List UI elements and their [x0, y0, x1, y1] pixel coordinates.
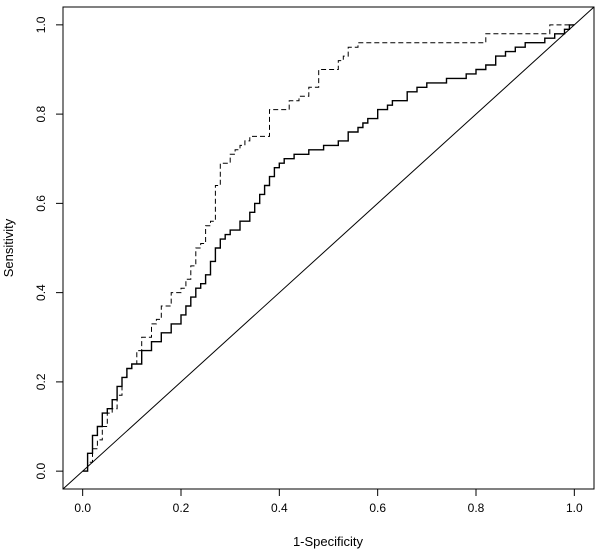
x-tick-label: 0.2 — [173, 501, 190, 515]
x-tick-label: 0.6 — [369, 501, 386, 515]
y-tick-label: 0.8 — [34, 105, 48, 122]
series-layer — [62, 6, 595, 490]
x-tick-label: 1.0 — [566, 501, 583, 515]
x-tick-label: 0.8 — [468, 501, 485, 515]
y-axis: 0.0 0.2 0.4 0.6 0.8 1.0 — [34, 16, 63, 479]
y-tick-label: 1.0 — [34, 16, 48, 33]
x-axis-title: 1-Specificity — [293, 534, 364, 549]
series-solid-line — [82, 24, 575, 472]
series-dashed-line — [82, 24, 575, 472]
plot-frame — [62, 6, 595, 490]
y-tick-label: 0.6 — [34, 195, 48, 212]
x-tick-label: 0.4 — [271, 501, 288, 515]
y-tick-label: 0.0 — [34, 462, 48, 479]
y-tick-label: 0.4 — [34, 284, 48, 301]
x-tick-label: 0.0 — [74, 501, 91, 515]
y-tick-label: 0.2 — [34, 373, 48, 390]
y-axis-title: Sensitivity — [1, 218, 16, 277]
series-diagonal-line — [62, 6, 595, 490]
x-axis: 0.0 0.2 0.4 0.6 0.8 1.0 — [74, 489, 583, 515]
